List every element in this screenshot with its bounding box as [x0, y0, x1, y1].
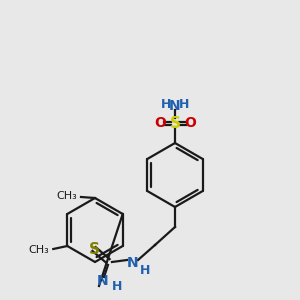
- Text: S: S: [88, 242, 100, 256]
- Text: H: H: [179, 98, 189, 112]
- Text: O: O: [154, 116, 166, 130]
- Text: CH₃: CH₃: [28, 245, 49, 255]
- Text: S: S: [169, 116, 181, 130]
- Text: CH₃: CH₃: [56, 191, 77, 201]
- Text: N: N: [127, 256, 139, 270]
- Text: N: N: [97, 274, 109, 288]
- Text: O: O: [184, 116, 196, 130]
- Text: H: H: [140, 263, 150, 277]
- Text: H: H: [161, 98, 171, 112]
- Text: N: N: [169, 99, 181, 113]
- Text: H: H: [112, 280, 122, 293]
